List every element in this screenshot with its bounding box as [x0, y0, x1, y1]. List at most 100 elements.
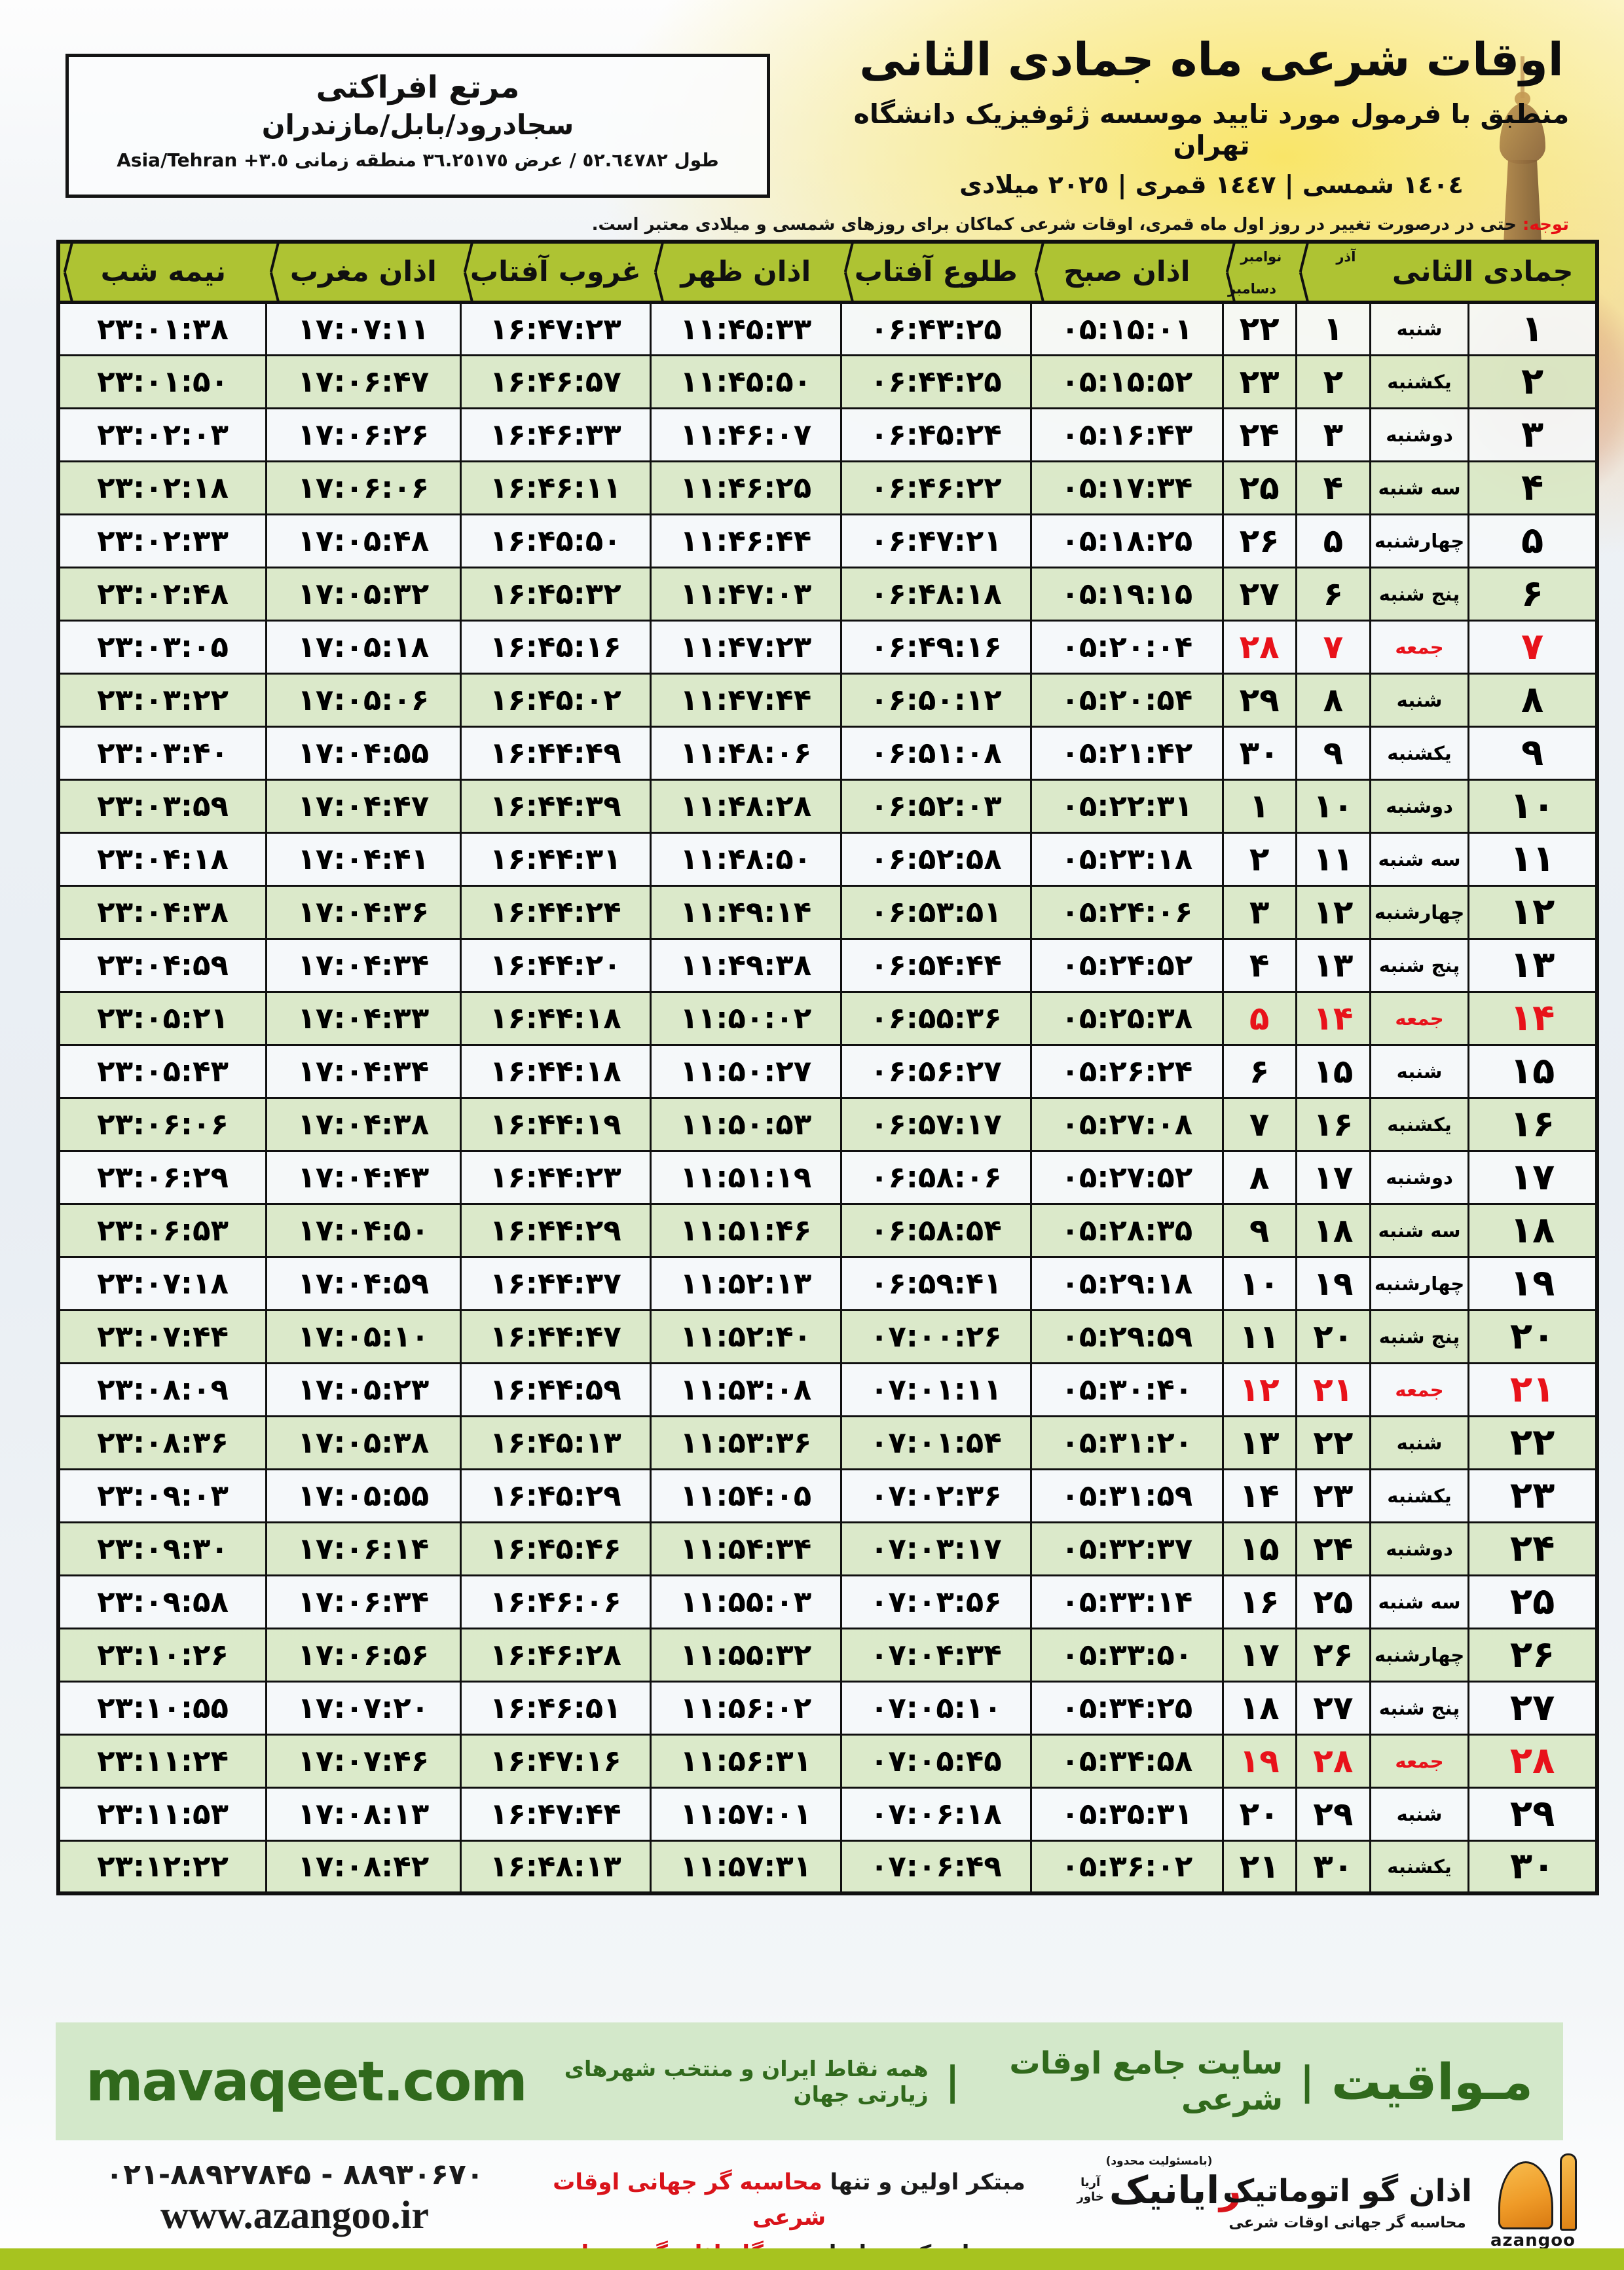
cell-azan-zohr: ۱۱:۵۱:۱۹ [650, 1149, 842, 1205]
cell-ghorub-aftab: ۱۶:۴۴:۴۷ [459, 1309, 652, 1364]
cell-azan-maghreb: ۱۷:۰۶:۲۶ [265, 407, 462, 462]
mavaqeet-footer-bar: مـواقیت | سایت جامع اوقات شرعی | همه نقا… [56, 2022, 1563, 2140]
cell-novdec-day: ۱۳ [1221, 1415, 1297, 1470]
location-coordinates: طول ٥٢.٦٤٧٨٢ / عرض ٣٦.٢٥١٧٥ منطقه زمانی … [69, 149, 767, 171]
cell-azan-maghreb: ۱۷:۰۶:۴۷ [265, 354, 462, 409]
location-info-box: مرتع افراکتی سجادرود/بابل/مازندران طول ٥… [65, 54, 770, 198]
promo-line-1: مبتکر اولین و تنها محاسبه گر جهانی اوقات… [524, 2165, 1054, 2236]
cell-tolu-aftab: ۰۷:۰۰:۲۶ [840, 1309, 1033, 1364]
cell-azan-sobh: ۰۵:۲۴:۵۲ [1030, 937, 1224, 993]
cell-nime-shab: ۲۳:۰۸:۳۶ [57, 1415, 268, 1470]
cell-nime-shab: ۲۳:۰۶:۰۶ [57, 1096, 268, 1152]
cell-nime-shab: ۲۳:۱۰:۲۶ [57, 1627, 268, 1683]
mavaqeet-url: mavaqeet.com [86, 2049, 528, 2113]
cell-novdec-day: ۴ [1221, 937, 1297, 993]
cell-ghorub-aftab: ۱۶:۴۵:۲۹ [459, 1468, 652, 1523]
table-row: ۲۲ شنبه ۲۲ ۱۳ ۰۵:۳۱:۲۰ ۰۷:۰۱:۵۴ ۱۱:۵۳:۳۶… [57, 1415, 1598, 1470]
cell-azan-zohr: ۱۱:۵۵:۰۳ [650, 1574, 842, 1629]
cell-azar-day: ۷ [1295, 619, 1371, 675]
location-region: سجادرود/بابل/مازندران [261, 108, 574, 141]
cell-ghorub-aftab: ۱۶:۴۷:۱۶ [459, 1733, 652, 1789]
cell-novdec-day: ۲۹ [1221, 672, 1297, 728]
azangoo-logo-block: azangoo اذان گو اتوماتیک محاسبه گر جهانی… [1223, 2153, 1582, 2250]
azar-label: آذر [1336, 249, 1356, 265]
cell-weekday: پنج شنبه [1369, 566, 1470, 622]
cell-tolu-aftab: ۰۷:۰۱:۵۴ [840, 1415, 1033, 1470]
cell-tolu-aftab: ۰۷:۰۵:۴۵ [840, 1733, 1033, 1789]
cell-jamadi-day: ۱۷ [1467, 1149, 1598, 1205]
cell-azar-day: ۲۵ [1295, 1574, 1371, 1629]
cell-azan-maghreb: ۱۷:۰۴:۳۸ [265, 1096, 462, 1152]
cell-tolu-aftab: ۰۷:۰۶:۱۸ [840, 1786, 1033, 1842]
cell-weekday: دوشنبه [1369, 1521, 1470, 1576]
cell-azan-maghreb: ۱۷:۰۵:۳۲ [265, 566, 462, 622]
cell-azar-day: ۱۳ [1295, 937, 1371, 993]
cell-ghorub-aftab: ۱۶:۴۴:۲۹ [459, 1202, 652, 1258]
table-row: ۱۰ دوشنبه ۱۰ ۱ ۰۵:۲۲:۳۱ ۰۶:۵۲:۰۳ ۱۱:۴۸:۲… [57, 778, 1598, 834]
azangoo-dome-icon: azangoo [1484, 2153, 1582, 2250]
cell-novdec-day: ۳ [1221, 884, 1297, 940]
cell-azar-day: ۲ [1295, 354, 1371, 409]
cell-tolu-aftab: ۰۶:۵۳:۵۱ [840, 884, 1033, 940]
cell-azan-sobh: ۰۵:۱۸:۲۵ [1030, 513, 1224, 568]
cell-ghorub-aftab: ۱۶:۴۶:۱۱ [459, 460, 652, 515]
cell-weekday: پنج شنبه [1369, 937, 1470, 993]
cell-azan-sobh: ۰۵:۲۶:۲۴ [1030, 1043, 1224, 1099]
cell-nime-shab: ۲۳:۰۵:۲۱ [57, 990, 268, 1046]
cell-azan-zohr: ۱۱:۵۰:۰۲ [650, 990, 842, 1046]
cell-novdec-day: ۶ [1221, 1043, 1297, 1099]
col-header-azan-maghreb: اذان مغرب [266, 242, 461, 304]
table-row: ۱۶ یکشنبه ۱۶ ۷ ۰۵:۲۷:۰۸ ۰۶:۵۷:۱۷ ۱۱:۵۰:۵… [57, 1096, 1598, 1152]
cell-nime-shab: ۲۳:۰۷:۱۸ [57, 1256, 268, 1311]
notice-line: توجه: حتی در درصورت تغییر در روز اول ماه… [592, 215, 1569, 234]
cell-azan-zohr: ۱۱:۴۸:۰۶ [650, 725, 842, 781]
cell-novdec-day: ۲۱ [1221, 1839, 1297, 1895]
cell-azan-maghreb: ۱۷:۰۵:۱۰ [265, 1309, 462, 1364]
cell-weekday: چهارشنبه [1369, 884, 1470, 940]
cell-azan-maghreb: ۱۷:۰۵:۱۸ [265, 619, 462, 675]
azangoo-fa-title: اذان گو اتوماتیک [1223, 2172, 1472, 2209]
cell-jamadi-day: ۲۶ [1467, 1627, 1598, 1683]
table-row: ۲ یکشنبه ۲ ۲۳ ۰۵:۱۵:۵۲ ۰۶:۴۴:۲۵ ۱۱:۴۵:۵۰… [57, 354, 1598, 409]
cell-nime-shab: ۲۳:۰۲:۰۳ [57, 407, 268, 462]
cell-ghorub-aftab: ۱۶:۴۷:۲۳ [459, 301, 652, 356]
cell-weekday: سه شنبه [1369, 1574, 1470, 1629]
cell-tolu-aftab: ۰۶:۵۷:۱۷ [840, 1096, 1033, 1152]
cell-azan-zohr: ۱۱:۴۸:۲۸ [650, 778, 842, 834]
table-row: ۱۹ چهارشنبه ۱۹ ۱۰ ۰۵:۲۹:۱۸ ۰۶:۵۹:۴۱ ۱۱:۵… [57, 1256, 1598, 1311]
cell-azar-day: ۱ [1295, 301, 1371, 356]
cell-weekday: یکشنبه [1369, 1839, 1470, 1895]
table-row: ۹ یکشنبه ۹ ۳۰ ۰۵:۲۱:۴۲ ۰۶:۵۱:۰۸ ۱۱:۴۸:۰۶… [57, 725, 1598, 781]
cell-nime-shab: ۲۳:۰۳:۴۰ [57, 725, 268, 781]
cell-ghorub-aftab: ۱۶:۴۵:۴۶ [459, 1521, 652, 1576]
cell-ghorub-aftab: ۱۶:۴۴:۱۸ [459, 1043, 652, 1099]
cell-azan-maghreb: ۱۷:۰۵:۴۸ [265, 513, 462, 568]
table-row: ۲۳ یکشنبه ۲۳ ۱۴ ۰۵:۳۱:۵۹ ۰۷:۰۲:۳۶ ۱۱:۵۴:… [57, 1468, 1598, 1523]
azangoo-tagline: محاسبه گر جهانی اوقات شرعی [1228, 2214, 1466, 2231]
contact-block: ۰۲۱-۸۸۹۲۷۸۴۵ - ۸۸۹۳۰۶۷۰ www.azangoo.ir [72, 2158, 517, 2238]
notice-label: توجه: [1522, 215, 1569, 234]
cell-azar-day: ۴ [1295, 460, 1371, 515]
cell-ghorub-aftab: ۱۶:۴۶:۵۱ [459, 1680, 652, 1736]
cell-azan-maghreb: ۱۷:۰۵:۳۸ [265, 1415, 462, 1470]
cell-azan-zohr: ۱۱:۴۹:۱۴ [650, 884, 842, 940]
cell-azan-zohr: ۱۱:۵۶:۰۲ [650, 1680, 842, 1736]
cell-jamadi-day: ۱۹ [1467, 1256, 1598, 1311]
cell-azan-maghreb: ۱۷:۰۸:۱۳ [265, 1786, 462, 1842]
cell-jamadi-day: ۷ [1467, 619, 1598, 675]
cell-novdec-day: ۲۵ [1221, 460, 1297, 515]
years-line: ١٤٠٤ شمسی | ١٤٤٧ قمری | ٢٠٢٥ میلادی [959, 170, 1464, 199]
table-row: ۱۳ پنج شنبه ۱۳ ۴ ۰۵:۲۴:۵۲ ۰۶:۵۴:۴۴ ۱۱:۴۹… [57, 937, 1598, 993]
cell-novdec-day: ۱۴ [1221, 1468, 1297, 1523]
cell-tolu-aftab: ۰۶:۴۸:۱۸ [840, 566, 1033, 622]
cell-azar-day: ۲۱ [1295, 1362, 1371, 1417]
cell-weekday: دوشنبه [1369, 407, 1470, 462]
cell-nime-shab: ۲۳:۱۰:۵۵ [57, 1680, 268, 1736]
cell-novdec-day: ۲۸ [1221, 619, 1297, 675]
cell-weekday: جمعه [1369, 990, 1470, 1046]
cell-azan-sobh: ۰۵:۳۶:۰۲ [1030, 1839, 1224, 1895]
cell-weekday: یکشنبه [1369, 725, 1470, 781]
cell-novdec-day: ۲۲ [1221, 301, 1297, 356]
cell-azan-zohr: ۱۱:۴۶:۲۵ [650, 460, 842, 515]
col-header-ghorub-aftab: غروب آفتاب [460, 242, 651, 304]
